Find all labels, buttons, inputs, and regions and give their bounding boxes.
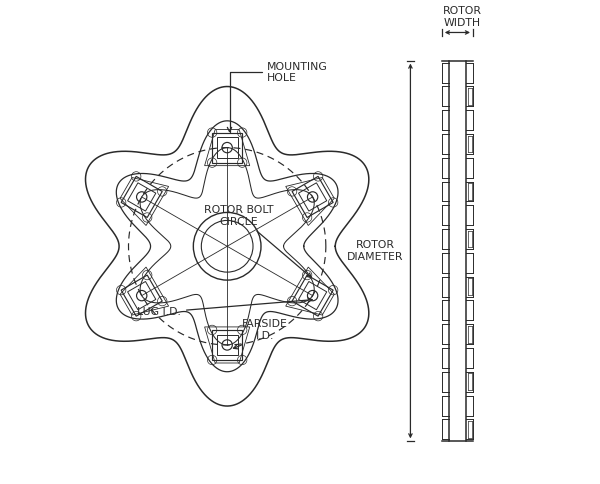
Text: ROTOR
WIDTH: ROTOR WIDTH bbox=[443, 6, 482, 28]
Text: ROTOR BOLT
CIRCLE: ROTOR BOLT CIRCLE bbox=[204, 205, 311, 277]
Text: MOUNTING
HOLE: MOUNTING HOLE bbox=[227, 61, 328, 132]
Text: ROTOR
DIAMETER: ROTOR DIAMETER bbox=[347, 240, 403, 262]
Text: LUG I.D.: LUG I.D. bbox=[137, 298, 312, 318]
Text: FARSIDE
I.D.: FARSIDE I.D. bbox=[233, 319, 287, 349]
